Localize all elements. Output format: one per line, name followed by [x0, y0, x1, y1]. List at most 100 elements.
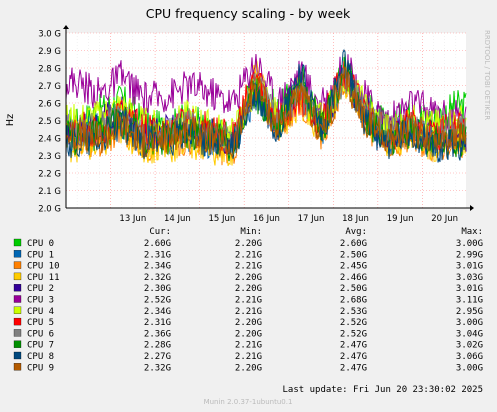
y-tick-label: 2.2 G: [38, 170, 61, 180]
axis-ticks: 2.0 G 2.1 G 2.2 G 2.3 G 2.4 G 2.5 G 2.6 G 2.7 G…: [38, 30, 458, 225]
x-tick-label: 18 Jun: [342, 214, 369, 224]
legend-max-value: 3.04G: [456, 329, 483, 339]
legend-avg-value: 2.52G: [340, 318, 367, 328]
legend-series-name: CPU 0: [27, 239, 54, 249]
legend-max-value: 2.95G: [456, 307, 483, 317]
legend-row: CPU 10 2.34G 2.21G 2.45G 3.01G: [13, 261, 483, 272]
legend-min-value: 2.21G: [235, 352, 262, 362]
legend-avg-value: 2.47G: [340, 363, 367, 373]
x-axis-arrow: [470, 205, 474, 211]
x-tick-label: 19 Jun: [387, 214, 414, 224]
legend-cur-value: 2.34G: [144, 262, 171, 272]
legend-row: CPU 8 2.27G 2.21G 2.47G 3.06G: [13, 351, 483, 362]
x-tick-label: 14 Jun: [164, 214, 191, 224]
legend-series-name: CPU 4: [27, 307, 54, 317]
y-tick-label: 2.0 G: [38, 205, 61, 215]
legend-min-value: 2.20G: [235, 329, 262, 339]
legend-series-name: CPU 7: [27, 341, 54, 351]
legend-avg-value: 2.46G: [340, 273, 367, 283]
legend-header: Cur: Min: Avg: Max:: [149, 227, 483, 237]
legend-header-min: Min:: [240, 227, 262, 237]
legend-max-value: 3.02G: [456, 341, 483, 351]
legend-min-value: 2.21G: [235, 250, 262, 260]
y-axis-label: Hz: [5, 114, 16, 126]
rrdtool-watermark: RRDTOOL / TOBI OETIKER: [483, 30, 491, 120]
y-axis-arrow: [63, 25, 69, 29]
x-tick-label: 13 Jun: [119, 214, 146, 224]
legend-avg-value: 2.45G: [340, 262, 367, 272]
legend-swatch: [13, 340, 22, 348]
legend-max-value: 3.11G: [456, 296, 483, 306]
legend-max-value: 2.99G: [456, 250, 483, 260]
legend-swatch: [13, 295, 22, 303]
x-tick-label: 15 Jun: [209, 214, 236, 224]
legend-swatch: [13, 317, 22, 326]
legend: CPU 0 2.60G 2.20G 2.60G 3.00G CPU 1 2.31G 2.21G…: [13, 238, 483, 373]
legend-series-name: CPU 5: [27, 318, 54, 328]
legend-avg-value: 2.47G: [340, 352, 367, 362]
legend-min-value: 2.20G: [235, 363, 262, 373]
y-tick-label: 2.7 G: [38, 82, 61, 92]
legend-avg-value: 2.50G: [340, 284, 367, 294]
legend-max-value: 3.03G: [456, 273, 483, 283]
legend-min-value: 2.21G: [235, 296, 262, 306]
legend-min-value: 2.20G: [235, 318, 262, 328]
y-tick-label: 2.3 G: [38, 152, 61, 162]
y-tick-label: 2.5 G: [38, 117, 61, 127]
legend-header-cur: Cur:: [149, 227, 171, 237]
legend-swatch: [13, 272, 22, 281]
legend-series-name: CPU 10: [27, 262, 60, 272]
legend-row: CPU 4 2.34G 2.21G 2.53G 2.95G: [13, 306, 483, 317]
legend-max-value: 3.00G: [456, 239, 483, 249]
legend-avg-value: 2.68G: [340, 296, 367, 306]
legend-avg-value: 2.47G: [340, 341, 367, 351]
legend-row: CPU 7 2.28G 2.21G 2.47G 3.02G: [13, 340, 483, 351]
legend-cur-value: 2.32G: [144, 363, 171, 373]
legend-avg-value: 2.52G: [340, 329, 367, 339]
legend-swatch: [13, 351, 22, 360]
legend-series-name: CPU 9: [27, 363, 54, 373]
legend-swatch: [13, 363, 22, 371]
legend-max-value: 3.01G: [456, 284, 483, 294]
legend-swatch: [13, 284, 22, 292]
legend-series-name: CPU 8: [27, 352, 54, 362]
legend-min-value: 2.20G: [235, 273, 262, 283]
chart-title: CPU frequency scaling - by week: [146, 6, 351, 21]
y-tick-label: 2.1 G: [38, 187, 61, 197]
legend-swatch: [13, 238, 22, 247]
legend-min-value: 2.21G: [235, 262, 262, 272]
legend-max-value: 3.06G: [456, 352, 483, 362]
legend-cur-value: 2.27G: [144, 352, 171, 362]
legend-row: CPU 11 2.32G 2.20G 2.46G 3.03G: [13, 272, 483, 283]
last-update: Last update: Fri Jun 20 23:30:02 2025: [283, 385, 483, 395]
legend-header-avg: Avg:: [345, 227, 367, 237]
y-tick-label: 2.9 G: [38, 47, 61, 57]
legend-min-value: 2.21G: [235, 307, 262, 317]
series-line-cpu-9: [65, 66, 467, 159]
plot-frame: [63, 25, 474, 211]
legend-series-name: CPU 3: [27, 296, 54, 306]
legend-row: CPU 2 2.30G 2.20G 2.50G 3.01G: [13, 284, 483, 294]
legend-swatch: [13, 250, 22, 258]
x-tick-label: 16 Jun: [253, 214, 280, 224]
legend-avg-value: 2.53G: [340, 307, 367, 317]
legend-cur-value: 2.30G: [144, 284, 171, 294]
legend-series-name: CPU 6: [27, 329, 54, 339]
legend-cur-value: 2.52G: [144, 296, 171, 306]
legend-min-value: 2.20G: [235, 284, 262, 294]
legend-cur-value: 2.60G: [144, 239, 171, 249]
legend-cur-value: 2.32G: [144, 273, 171, 283]
munin-footer: Munin 2.0.37-1ubuntu0.1: [204, 398, 293, 406]
legend-max-value: 3.00G: [456, 318, 483, 328]
legend-row: CPU 0 2.60G 2.20G 2.60G 3.00G: [13, 238, 483, 249]
legend-min-value: 2.21G: [235, 341, 262, 351]
legend-row: CPU 5 2.31G 2.20G 2.52G 3.00G: [13, 317, 483, 328]
legend-cur-value: 2.28G: [144, 341, 171, 351]
legend-max-value: 3.01G: [456, 262, 483, 272]
legend-cur-value: 2.36G: [144, 329, 171, 339]
series-lines: [65, 49, 467, 167]
legend-cur-value: 2.34G: [144, 307, 171, 317]
legend-header-max: Max:: [461, 227, 483, 237]
legend-row: CPU 9 2.32G 2.20G 2.47G 3.00G: [13, 363, 483, 373]
